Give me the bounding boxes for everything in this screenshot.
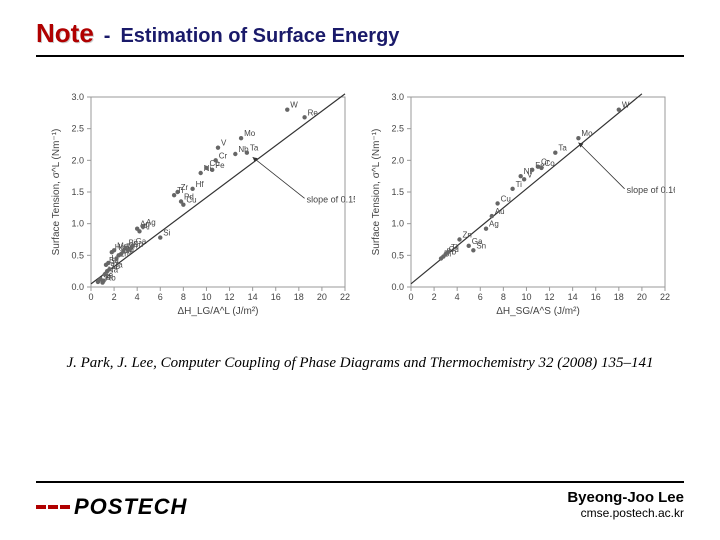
svg-text:1.5: 1.5 — [391, 187, 404, 197]
svg-text:slope of 0.15: slope of 0.15 — [307, 194, 355, 204]
svg-text:6: 6 — [158, 292, 163, 302]
svg-text:10: 10 — [521, 292, 531, 302]
svg-text:W: W — [290, 101, 298, 110]
svg-text:22: 22 — [340, 292, 350, 302]
svg-text:Cu: Cu — [186, 196, 196, 205]
svg-text:Ag: Ag — [146, 218, 156, 227]
svg-text:Co: Co — [544, 159, 555, 168]
svg-text:Hf: Hf — [196, 180, 205, 189]
svg-text:2.0: 2.0 — [391, 155, 404, 165]
title-bar: Note - Estimation of Surface Energy — [36, 18, 684, 57]
footer: POSTECH Byeong-Joo Lee cmse.postech.ac.k… — [36, 481, 684, 520]
svg-text:Ca: Ca — [112, 260, 123, 269]
svg-text:slope of 0.16: slope of 0.16 — [627, 185, 675, 195]
right-chart: 0 2 4 6 8 10 12 14 16 18 20 22 0.0 0.5 1.0 1.5 2.0 2.5 3.0… — [365, 87, 675, 317]
svg-text:ΔH_LG/A^L (J/m²): ΔH_LG/A^L (J/m²) — [177, 306, 258, 317]
svg-text:Ti: Ti — [516, 180, 523, 189]
svg-text:W: W — [622, 101, 630, 110]
svg-text:0.5: 0.5 — [391, 250, 404, 260]
svg-text:3.0: 3.0 — [391, 92, 404, 102]
svg-text:1.0: 1.0 — [71, 219, 84, 229]
footer-divider — [36, 481, 684, 483]
svg-text:Sn: Sn — [476, 241, 486, 250]
svg-text:Au: Au — [495, 207, 505, 216]
svg-text:12: 12 — [545, 292, 555, 302]
svg-text:1.5: 1.5 — [71, 187, 84, 197]
svg-text:Cr: Cr — [219, 151, 228, 160]
svg-text:2.5: 2.5 — [71, 124, 84, 134]
svg-text:0: 0 — [88, 292, 93, 302]
left-chart: 0 2 4 6 8 10 12 14 16 18 20 22 0.0 0.5 1.0 1.5 2.0 2.5 3.0… — [45, 87, 355, 317]
svg-text:12: 12 — [225, 292, 235, 302]
title-note: Note — [36, 18, 94, 49]
svg-text:20: 20 — [317, 292, 327, 302]
svg-text:Surface Tension, σ^L (Nm⁻¹): Surface Tension, σ^L (Nm⁻¹) — [51, 129, 62, 256]
svg-text:20: 20 — [637, 292, 647, 302]
svg-text:6: 6 — [478, 292, 483, 302]
svg-text:2.5: 2.5 — [391, 124, 404, 134]
svg-text:ΔH_SG/A^S (J/m²): ΔH_SG/A^S (J/m²) — [496, 306, 580, 317]
author-name: Byeong-Joo Lee — [567, 489, 684, 506]
svg-text:Ta: Ta — [250, 144, 259, 153]
svg-text:14: 14 — [568, 292, 578, 302]
svg-text:Ga: Ga — [136, 237, 147, 246]
logo-text: POSTECH — [74, 494, 187, 520]
svg-text:Mo: Mo — [581, 129, 593, 138]
svg-text:0.5: 0.5 — [71, 250, 84, 260]
svg-text:1.0: 1.0 — [391, 219, 404, 229]
svg-text:3.0: 3.0 — [71, 92, 84, 102]
svg-text:Mo: Mo — [244, 129, 256, 138]
svg-text:0: 0 — [408, 292, 413, 302]
svg-text:0.0: 0.0 — [391, 282, 404, 292]
title-rest: Estimation of Surface Energy — [120, 25, 399, 48]
svg-text:Tl: Tl — [451, 243, 458, 252]
svg-text:4: 4 — [135, 292, 140, 302]
svg-text:14: 14 — [248, 292, 258, 302]
svg-text:Ag: Ag — [489, 220, 499, 229]
svg-text:Zr: Zr — [181, 183, 189, 192]
svg-text:16: 16 — [271, 292, 281, 302]
svg-text:22: 22 — [660, 292, 670, 302]
svg-text:V: V — [221, 139, 227, 148]
citation: J. Park, J. Lee, Computer Coupling of Ph… — [36, 355, 684, 372]
svg-text:Si: Si — [163, 229, 170, 238]
svg-text:Re: Re — [308, 108, 319, 117]
svg-text:8: 8 — [501, 292, 506, 302]
svg-text:Surface Tension, σ^L (Nm⁻¹): Surface Tension, σ^L (Nm⁻¹) — [371, 129, 382, 256]
svg-text:4: 4 — [455, 292, 460, 302]
svg-text:18: 18 — [294, 292, 304, 302]
logo: POSTECH — [36, 494, 187, 520]
title-dash: - — [104, 25, 111, 48]
svg-text:Ta: Ta — [558, 144, 567, 153]
svg-text:8: 8 — [181, 292, 186, 302]
svg-text:Cu: Cu — [501, 194, 511, 203]
svg-text:16: 16 — [591, 292, 601, 302]
svg-text:2: 2 — [112, 292, 117, 302]
svg-text:18: 18 — [614, 292, 624, 302]
svg-text:2: 2 — [432, 292, 437, 302]
author-block: Byeong-Joo Lee cmse.postech.ac.kr — [567, 489, 684, 520]
svg-text:Zn: Zn — [462, 231, 471, 240]
svg-text:0.0: 0.0 — [71, 282, 84, 292]
author-affil: cmse.postech.ac.kr — [567, 506, 684, 520]
svg-text:2.0: 2.0 — [71, 155, 84, 165]
svg-text:10: 10 — [201, 292, 211, 302]
charts-row: 02468101214161820220.00.51.01.52.02.53.0… — [36, 87, 684, 317]
